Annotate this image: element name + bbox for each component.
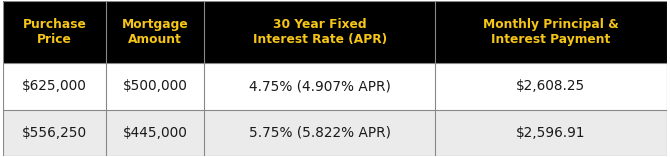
Text: 4.75% (4.907% APR): 4.75% (4.907% APR) [249, 79, 391, 93]
Text: $500,000: $500,000 [123, 79, 188, 93]
Bar [3, 110, 106, 156]
Text: $625,000: $625,000 [22, 79, 87, 93]
Text: Mortgage
Amount: Mortgage Amount [122, 18, 189, 46]
Bar [435, 63, 667, 110]
Text: 30 Year Fixed
Interest Rate (APR): 30 Year Fixed Interest Rate (APR) [253, 18, 387, 46]
Bar [3, 63, 106, 110]
Bar [435, 110, 667, 156]
Text: $445,000: $445,000 [123, 126, 188, 140]
Text: 5.75% (5.822% APR): 5.75% (5.822% APR) [249, 126, 391, 140]
Bar [204, 63, 435, 110]
Text: Monthly Principal &
Interest Payment: Monthly Principal & Interest Payment [483, 18, 619, 46]
Bar [204, 110, 435, 156]
Bar [435, 1, 667, 63]
Bar [106, 110, 204, 156]
Text: Purchase
Price: Purchase Price [23, 18, 86, 46]
Text: $2,596.91: $2,596.91 [516, 126, 586, 140]
Bar [3, 1, 106, 63]
Text: $2,608.25: $2,608.25 [517, 79, 586, 93]
Bar [106, 63, 204, 110]
Bar [106, 1, 204, 63]
Text: $556,250: $556,250 [22, 126, 87, 140]
Bar [204, 1, 435, 63]
